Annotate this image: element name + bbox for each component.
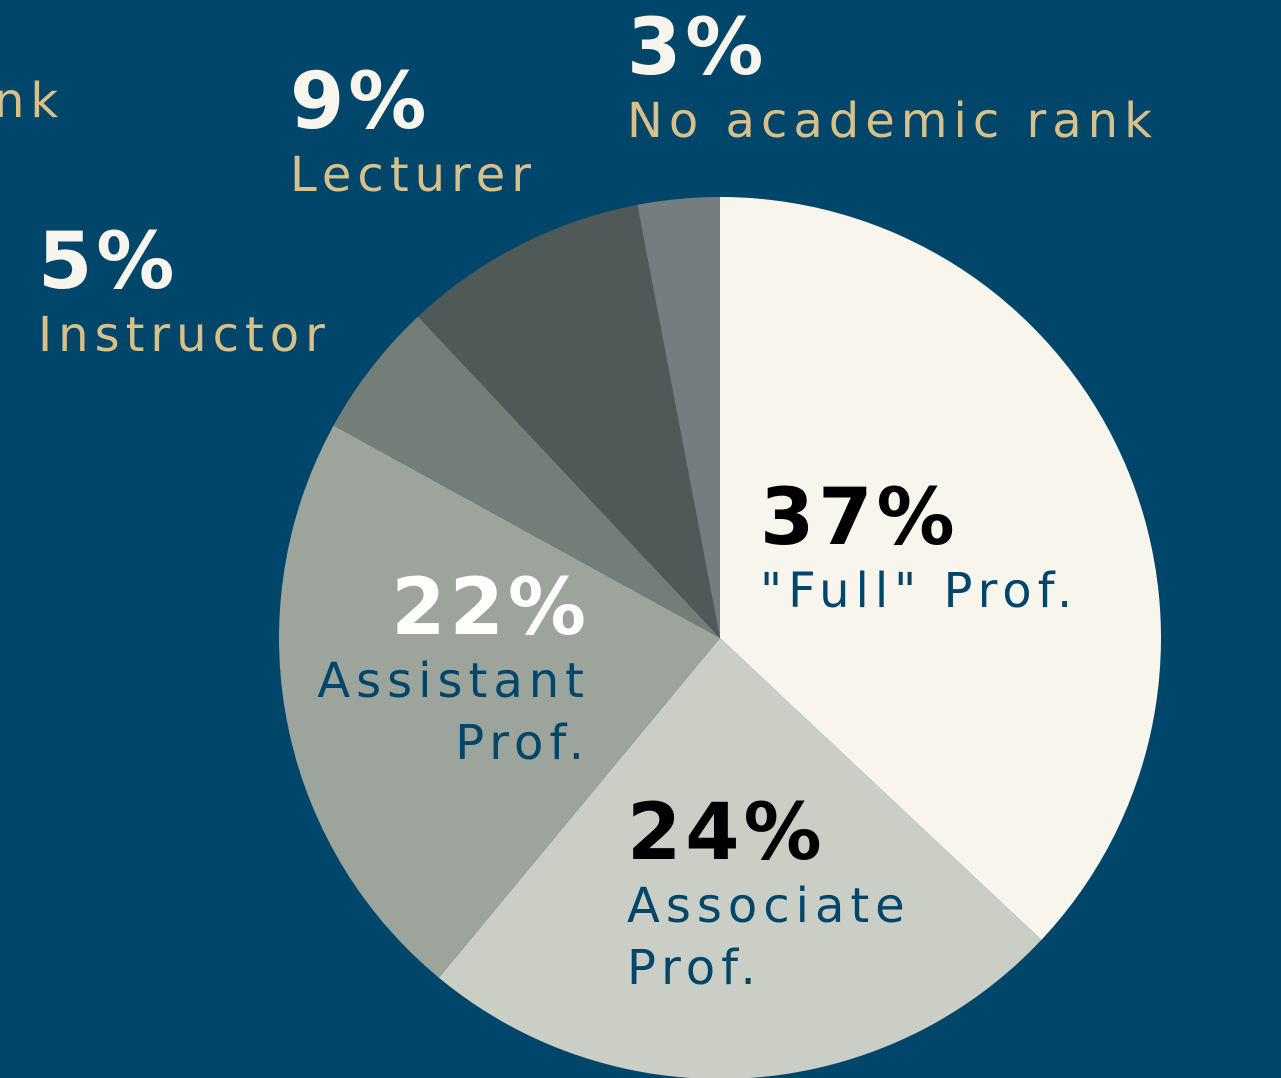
value-label: 22% [391,563,590,653]
category-label: No academic rank [627,92,1158,149]
value-label: 24% [627,788,826,878]
category-label: Instructor [38,306,331,363]
slice-label: 37% "Full" Prof. [760,473,1180,622]
pie-slice [333,316,720,638]
value-label: 5% [38,217,179,307]
slice-label: 24% Associate Prof. [627,788,967,1000]
slice-label: 5% Instructor [38,217,438,366]
value-label: 37% [760,473,959,563]
pie-slice [637,197,720,638]
value-label: 9% [290,57,431,147]
slice-label: 3% No academic rank [627,3,1267,152]
category-label: Associate Prof. [627,877,911,997]
category-label: Assistant Prof. [317,652,590,772]
pie-slice [278,425,720,978]
slice-label: 22% Assistant Prof. [270,563,590,775]
category-label: Lecturer [290,146,538,203]
slice-label: 9% Lecturer [290,57,610,206]
category-label: "Full" Prof. [760,562,1079,619]
pie-slice [418,204,720,638]
pie-slice [438,638,1042,1078]
cut-annotation: nk [0,70,64,132]
pie-slice [720,197,1162,940]
value-label: 3% [627,3,768,93]
annotation: nk [0,73,65,129]
